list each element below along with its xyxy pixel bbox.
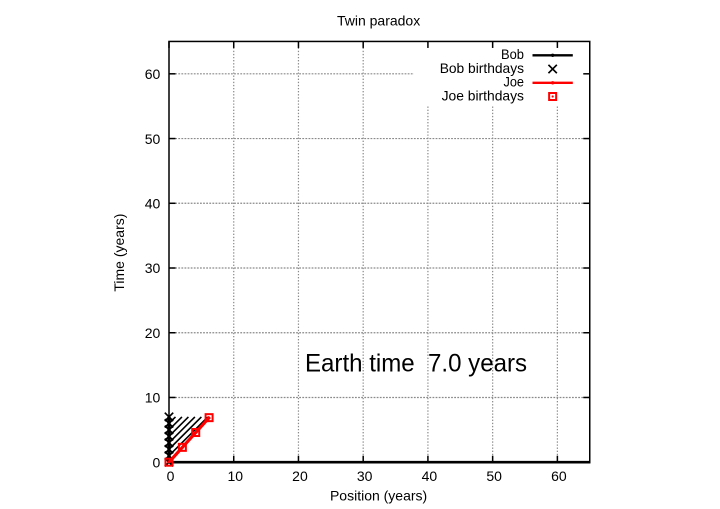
svg-text:50: 50 — [145, 131, 161, 147]
svg-text:40: 40 — [145, 195, 161, 211]
svg-text:Joe birthdays: Joe birthdays — [442, 87, 524, 103]
svg-text:Time (years): Time (years) — [111, 214, 127, 292]
svg-text:Joe: Joe — [504, 74, 525, 90]
svg-text:Earth time 7.0 years: Earth time 7.0 years — [305, 349, 527, 377]
svg-text:50: 50 — [486, 468, 502, 484]
svg-text:10: 10 — [227, 468, 243, 484]
svg-text:0: 0 — [167, 468, 175, 484]
svg-text:30: 30 — [357, 468, 373, 484]
svg-text:30: 30 — [145, 260, 161, 276]
svg-text:10: 10 — [145, 390, 161, 406]
svg-text:Position (years): Position (years) — [330, 488, 427, 504]
svg-text:Twin paradox: Twin paradox — [337, 13, 420, 29]
svg-text:Bob birthdays: Bob birthdays — [440, 60, 524, 76]
svg-text:20: 20 — [145, 325, 161, 341]
svg-text:60: 60 — [551, 468, 567, 484]
svg-text:40: 40 — [422, 468, 438, 484]
svg-text:Bob: Bob — [501, 46, 524, 62]
svg-text:0: 0 — [153, 454, 161, 470]
svg-text:60: 60 — [145, 66, 161, 82]
svg-text:20: 20 — [292, 468, 308, 484]
